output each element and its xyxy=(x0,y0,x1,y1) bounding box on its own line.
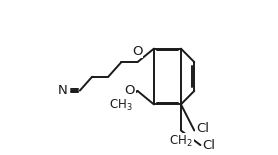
Text: O: O xyxy=(132,45,143,58)
Text: N: N xyxy=(58,84,68,97)
Text: CH$_3$: CH$_3$ xyxy=(110,98,133,113)
Text: CH$_2$: CH$_2$ xyxy=(169,134,193,149)
Text: O: O xyxy=(125,84,135,97)
Text: Cl: Cl xyxy=(196,122,209,135)
Text: Cl: Cl xyxy=(202,139,215,152)
